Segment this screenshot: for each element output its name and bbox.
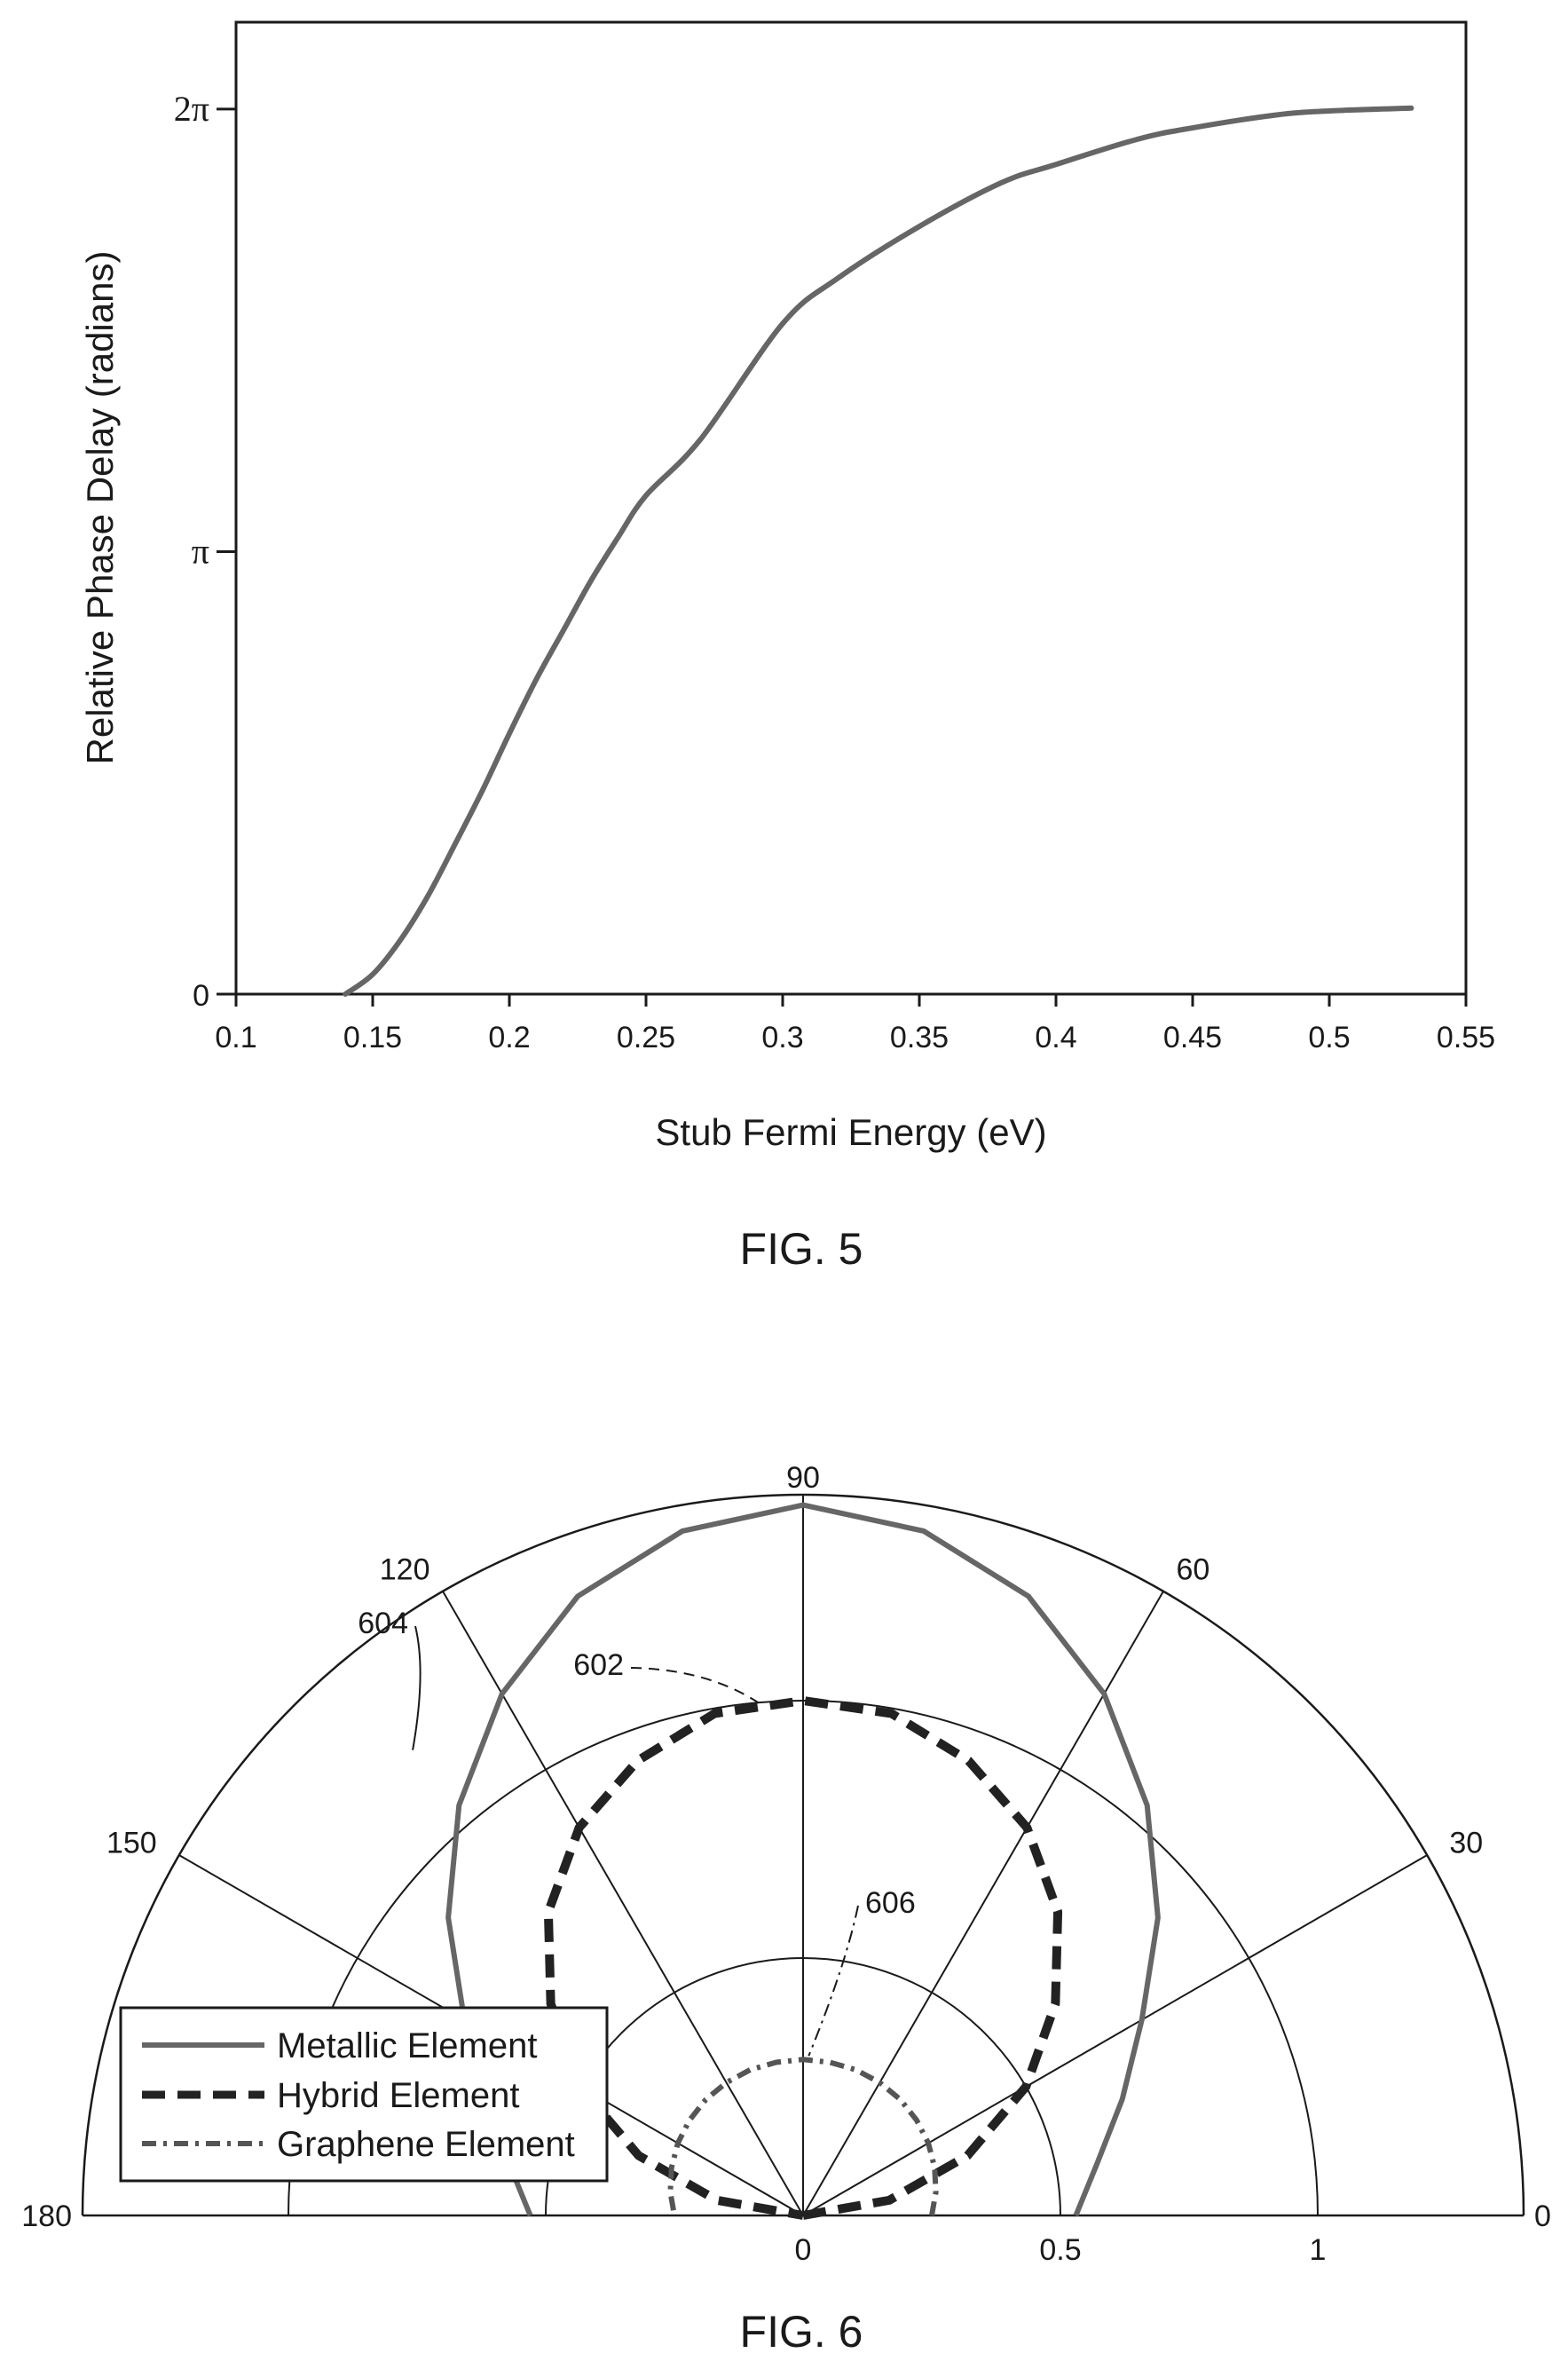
angle-tick-label: 120 (380, 1553, 430, 1587)
angle-tick-label: 60 (1177, 1553, 1210, 1587)
polar-spoke (802, 1854, 1428, 2216)
ref-numeral-602: 602 (573, 1648, 624, 1682)
y-tick-label: π (192, 531, 209, 571)
fig5-caption: FIG. 5 (740, 1224, 863, 1274)
radial-tick-label: 0 (795, 2233, 812, 2267)
legend-label-graphene: Graphene Element (277, 2125, 575, 2164)
fig5-line-chart: 0.1 0.15 0.2 0.25 0.3 0.35 0.4 0.45 0.5 0.55 0 π 2π… (79, 20, 1495, 1274)
legend-label-hybrid: Hybrid Element (277, 2076, 519, 2115)
fig5-y-axis: 0 π 2π (174, 89, 236, 1013)
angle-tick-label: 150 (106, 1827, 157, 1860)
fig5-y-axis-label: Relative Phase Delay (radians) (79, 251, 121, 765)
x-tick-label: 0.35 (890, 1021, 949, 1054)
polar-series-dashed (543, 1696, 1063, 2220)
ref-leader-line (630, 1667, 759, 1704)
x-tick-label: 0.2 (488, 1021, 530, 1054)
fig5-x-axis-label: Stub Fermi Energy (eV) (655, 1111, 1046, 1153)
angle-tick-label: 0 (1534, 2199, 1551, 2233)
fig6-polar-chart: 0 30 60 90 120 150 180 0 0.5 1 604 602 606 Metallic… (21, 1461, 1551, 2357)
x-tick-label: 0.15 (343, 1021, 402, 1054)
angle-tick-label: 180 (21, 2199, 72, 2233)
x-tick-label: 0.5 (1308, 1021, 1350, 1054)
angle-tick-label: 90 (786, 1461, 820, 1495)
x-tick-label: 0.4 (1035, 1021, 1076, 1054)
x-tick-label: 0.3 (761, 1021, 803, 1054)
fig5-series-group (343, 105, 1414, 997)
fig6-caption: FIG. 6 (740, 2307, 863, 2357)
ref-numeral-606: 606 (865, 1886, 916, 1920)
fig5-plot-frame (234, 20, 1468, 996)
x-tick-label: 0.55 (1437, 1021, 1495, 1054)
ref-leader-line (808, 1905, 859, 2057)
ref-leader-line (412, 1625, 422, 1750)
radial-tick-label: 0.5 (1039, 2233, 1081, 2267)
fig6-reference-labels: 604 602 606 (358, 1607, 916, 2057)
fig6-legend: Metallic Element Hybrid Element Graphene… (119, 2006, 609, 2183)
y-tick-label: 0 (193, 979, 209, 1013)
polar-series-dash-dot (667, 2057, 939, 2216)
x-tick-label: 0.25 (617, 1021, 675, 1054)
legend-box (119, 2006, 609, 2183)
y-tick-label: 2π (174, 89, 209, 129)
x-tick-label: 0.45 (1163, 1021, 1222, 1054)
radial-tick-label: 1 (1310, 2233, 1327, 2267)
phase-delay-line-0 (343, 105, 1414, 997)
fig5-x-axis: 0.1 0.15 0.2 0.25 0.3 0.35 0.4 0.45 0.5 0.55 (215, 994, 1495, 1054)
x-tick-label: 0.1 (215, 1021, 256, 1054)
angle-tick-label: 30 (1449, 1827, 1483, 1860)
ref-numeral-604: 604 (358, 1607, 408, 1640)
legend-label-metallic: Metallic Element (277, 2026, 537, 2065)
polar-spoke (802, 1591, 1164, 2216)
